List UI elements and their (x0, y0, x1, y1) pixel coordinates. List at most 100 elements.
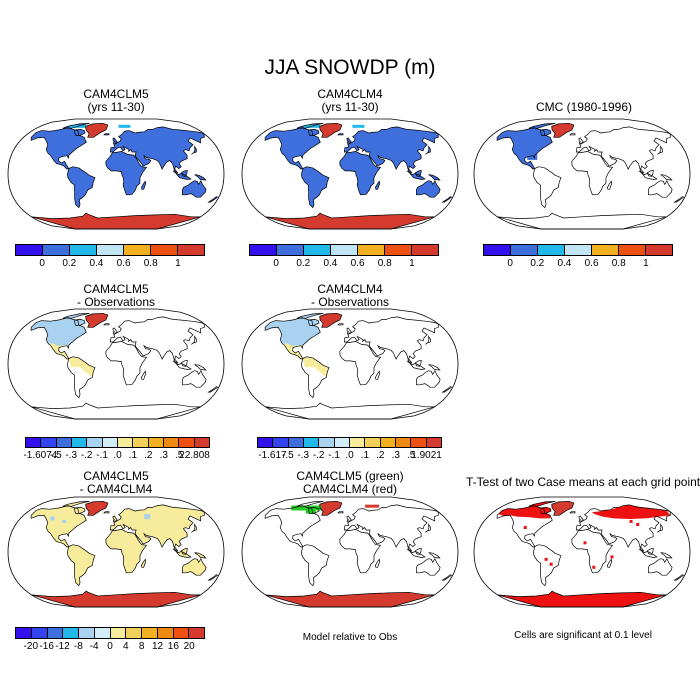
ttest-cell (610, 555, 614, 559)
coastline-iceland (103, 323, 110, 326)
colorbar-swatch (258, 438, 274, 447)
coastline-indonesia (172, 360, 192, 370)
land-japan (191, 146, 197, 155)
colorbar-swatch (124, 245, 151, 255)
coastline-madagascar (375, 370, 381, 380)
coastline-namerica (30, 127, 87, 170)
land-greenland (85, 123, 108, 138)
colorbar-swatch (41, 438, 57, 447)
coastline-namerica (264, 317, 321, 360)
coastline-newguinea (194, 552, 207, 559)
coastline-baffin (74, 507, 86, 514)
colorbar-swatch (273, 438, 289, 447)
coastline-uk (578, 137, 584, 144)
colorbar-swatch (331, 245, 358, 255)
colorbar-swatch (70, 245, 97, 255)
colorbar-cam4clm4 (249, 244, 439, 256)
land-borneo (181, 170, 188, 177)
coastline-madagascar (607, 180, 613, 190)
coastline-australia (182, 557, 207, 576)
colorbar-cam4clm5 (15, 244, 205, 256)
land-uk (112, 515, 118, 522)
coastline-greenland (85, 312, 109, 328)
coastline-namerica (264, 127, 321, 170)
land-newguinea (194, 552, 206, 559)
overlay-green (305, 509, 316, 514)
coastline-australia (416, 179, 441, 198)
colorbar-swatch (619, 245, 646, 255)
land-africa (105, 151, 147, 195)
colorbar-tick-label: 1 (643, 258, 649, 269)
coastline-borneo (646, 547, 654, 555)
coastline-antarctica (497, 212, 667, 230)
colorbar-swatch (411, 438, 427, 447)
coastline-borneo (414, 359, 422, 367)
map-frame (241, 118, 459, 230)
coastline-indonesia (406, 360, 426, 370)
coastline-nz (207, 386, 219, 393)
colorbar-swatch (47, 628, 64, 638)
coastline-arctic_is (62, 312, 90, 319)
coastline-antarctica (265, 402, 435, 420)
coastline-borneo (180, 359, 188, 367)
colorbar-swatch (592, 245, 619, 255)
ttest-cell (544, 557, 548, 561)
coastline-africa (339, 151, 382, 196)
coastline-africa (339, 529, 382, 574)
colorbar-tick-label: 1.9021 (411, 450, 442, 461)
coastline-nz (207, 574, 219, 581)
coastline-uk (112, 137, 118, 144)
colorbar-tick-label: -20 (23, 641, 39, 652)
colorbar-tick-label: .2 (144, 450, 153, 461)
panel-title-line: - CAM4CLM4 (79, 482, 153, 496)
coastline-namerica (30, 317, 87, 360)
coastline-indonesia (406, 548, 426, 558)
ttest-cell (523, 526, 527, 530)
map-frame (7, 308, 225, 420)
coastline-madagascar (607, 558, 613, 568)
coastline-arctic_is (528, 122, 556, 129)
colorbar-swatch (358, 245, 385, 255)
note-significance: Cells are significant at 0.1 level (514, 630, 652, 641)
coastline-uk (578, 515, 584, 522)
land-newguinea (428, 174, 440, 181)
colorbar-tick-label: .0 (113, 450, 122, 461)
arctic-cyan-patch (352, 124, 365, 128)
colorbar-swatch (194, 438, 209, 447)
coastline-antarctica (497, 590, 667, 608)
panel-title-line: CAM4CLM4 (317, 282, 383, 296)
colorbar-tick-label: 0.6 (350, 258, 365, 269)
colorbar-swatch (117, 438, 134, 447)
land-greenland (319, 123, 342, 138)
coastline-uk (346, 515, 352, 522)
coastline-eurasia (343, 126, 439, 174)
colorbar-swatch (277, 245, 304, 255)
colorbar-tick-label: .5 (406, 450, 416, 461)
coastline-iceland (103, 511, 110, 514)
colorbar-swatch (538, 245, 565, 255)
colorbar-tick-label: 0 (107, 641, 113, 652)
map-frame (7, 118, 225, 230)
coastline-baffin (308, 129, 320, 136)
panel-title-line: CMC (1980-1996) (535, 100, 633, 114)
coastline-greenland (319, 500, 343, 516)
map-panel-clm4-minus-obs (241, 308, 459, 420)
coastline-borneo (180, 547, 188, 555)
colorbar-tick-label: -8 (73, 641, 83, 652)
coastline-madagascar (375, 180, 381, 190)
colorbar-swatch (126, 628, 142, 638)
diff-dot (144, 514, 151, 520)
coastline-samerica (67, 544, 96, 587)
land-borneo (415, 170, 422, 177)
colorbar-tick-label: -.2 (312, 450, 325, 461)
coastline-australia (182, 369, 207, 388)
colorbar-swatch (179, 438, 195, 447)
colorbar-tick-label: -16 (39, 641, 54, 652)
land-samerica (67, 544, 95, 586)
colorbar-tick-label: 0.2 (530, 258, 545, 269)
panel-title-clm5-minus-clm4: CAM4CLM5 - CAM4CLM4 (0, 470, 232, 496)
ttest-cell (603, 513, 607, 517)
coastline-newguinea (428, 552, 441, 559)
colorbar-tick-label: 1 (409, 258, 415, 269)
land-borneo (181, 548, 188, 555)
